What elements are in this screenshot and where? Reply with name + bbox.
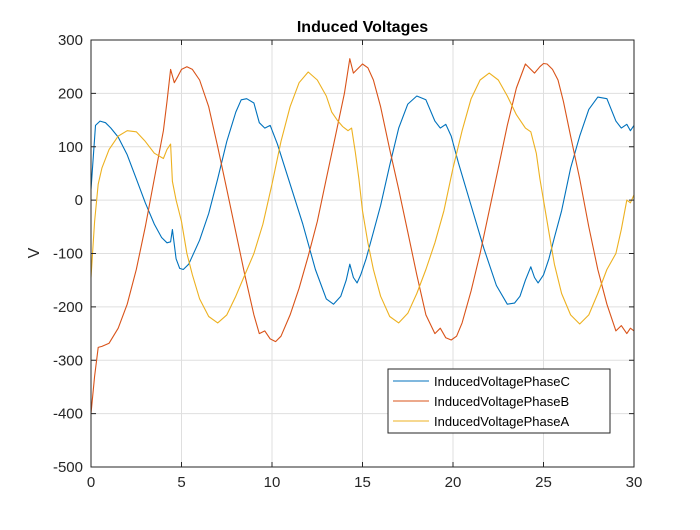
y-tick-label: -200	[53, 299, 83, 316]
y-tick-label: 200	[58, 85, 83, 102]
y-tick-label: 300	[58, 32, 83, 49]
legend-label: InducedVoltagePhaseC	[434, 374, 570, 389]
legend-label: InducedVoltagePhaseA	[434, 414, 569, 429]
series-group	[90, 58, 635, 414]
x-tick-label: 30	[626, 474, 643, 491]
y-tick-label: -300	[53, 352, 83, 369]
x-tick-label: 20	[445, 474, 462, 491]
x-tick-label: 0	[87, 474, 95, 491]
y-tick-label: 0	[75, 192, 83, 209]
y-tick-label: 100	[58, 139, 83, 156]
x-ticks: 0 5 10 15 20 25 30	[87, 40, 643, 491]
y-axis-label: V	[26, 247, 43, 258]
x-tick-label: 10	[264, 474, 281, 491]
y-tick-label: -400	[53, 406, 83, 423]
series-line-InducedVoltagePhaseB	[90, 58, 635, 414]
y-ticks: -500 -400 -300 -200 -100 0 100 200 300	[53, 32, 634, 476]
series-line-InducedVoltagePhaseA	[90, 71, 635, 325]
y-tick-label: -500	[53, 459, 83, 476]
x-tick-label: 25	[535, 474, 552, 491]
legend: InducedVoltagePhaseC InducedVoltagePhaseB…	[387, 368, 611, 434]
chart-title: Induced Voltages	[297, 19, 428, 36]
x-tick-label: 5	[177, 474, 185, 491]
legend-label: InducedVoltagePhaseB	[434, 394, 569, 409]
y-tick-label: -100	[53, 246, 83, 263]
series-line-InducedVoltagePhaseC	[90, 95, 635, 305]
legend-items: InducedVoltagePhaseC InducedVoltagePhaseB…	[393, 374, 570, 429]
x-tick-label: 15	[354, 474, 371, 491]
